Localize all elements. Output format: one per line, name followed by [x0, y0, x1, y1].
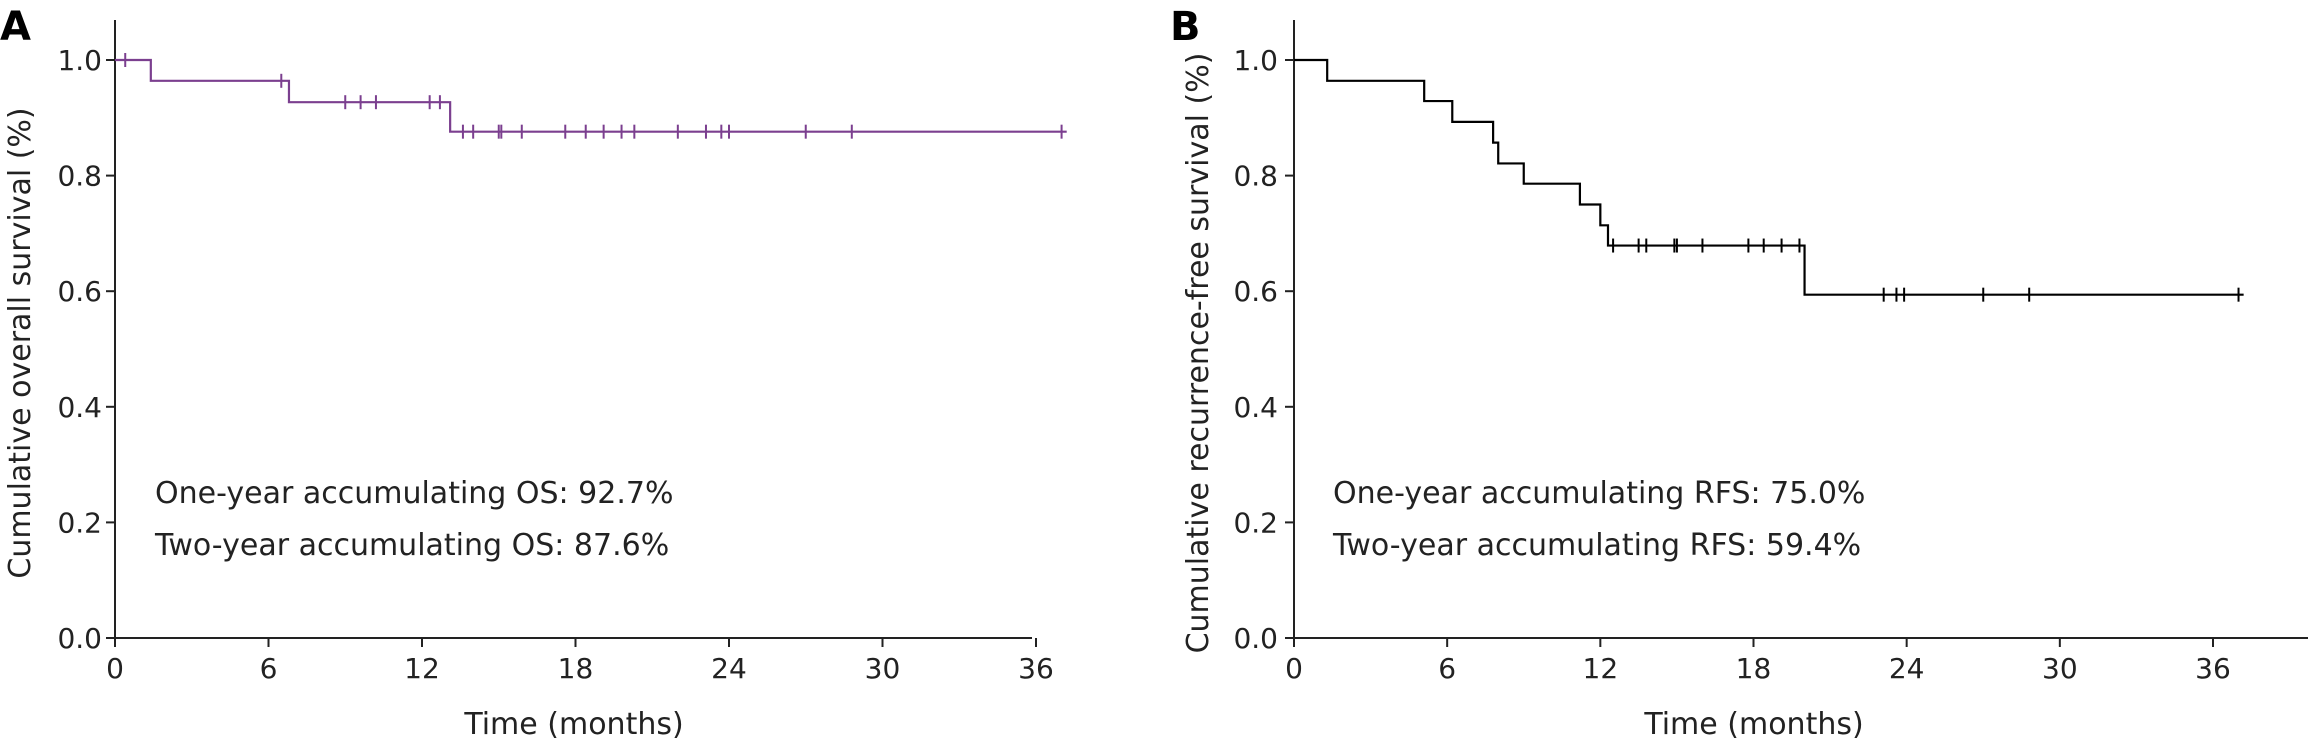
panel-a-survival-curve	[115, 58, 1067, 133]
panel-b-x-axis-title: Time (months)	[1643, 707, 1863, 742]
panel-b-annotation-one-year: One-year accumulating RFS: 75.0%	[1333, 476, 1865, 511]
panel-b-x-tick-label: 0	[1285, 652, 1303, 685]
panel-a-x-tick-label: 36	[1018, 652, 1054, 685]
panel-a-x-tick-label: 12	[404, 652, 440, 685]
panel-a-y-tick-label: 1.0	[57, 44, 102, 77]
panel-b-x-tick-label: 24	[1889, 652, 1925, 685]
panel-a-annotation-one-year: One-year accumulating OS: 92.7%	[155, 476, 673, 511]
panel-a-x-tick-label: 6	[260, 652, 278, 685]
panel-a-label: A	[0, 4, 31, 50]
panel-a-y-axis-title: Cumulative overall survival (%)	[3, 107, 38, 578]
panel-b-y-tick-label: 0.0	[1233, 622, 1278, 655]
panel-b-survival-curve	[1294, 58, 2244, 296]
panel-b-x-tick-label: 18	[1736, 652, 1772, 685]
panel-b-x-tick-label: 6	[1438, 652, 1456, 685]
panel-b-y-tick-label: 0.6	[1233, 275, 1278, 308]
panel-a-y-tick-label: 0.0	[57, 622, 102, 655]
panel-b-y-axis-title: Cumulative recurrence-free survival (%)	[1181, 53, 1216, 654]
panel-b-label: B	[1170, 4, 1201, 50]
panel-a-y-tick-label: 0.6	[57, 275, 102, 308]
panel-a-x-axis-title: Time (months)	[463, 707, 683, 742]
panel-a-x-tick-label: 0	[106, 652, 124, 685]
panel-b: B One-year accumulating RFS: 75.0% Two-y…	[1170, 4, 2308, 742]
panel-b-x-tick-label: 12	[1583, 652, 1619, 685]
panel-a-annotation-two-year: Two-year accumulating OS: 87.6%	[154, 528, 669, 563]
panel-b-y-tick-label: 0.2	[1233, 506, 1278, 539]
panel-b-y-tick-label: 1.0	[1233, 44, 1278, 77]
panel-a-x-tick-label: 24	[711, 652, 747, 685]
panel-a-y-tick-label: 0.2	[57, 506, 102, 539]
panel-b-y-tick-label: 0.4	[1233, 391, 1278, 424]
panel-a-x-tick-label: 30	[865, 652, 901, 685]
panel-b-x-tick-label: 36	[2195, 652, 2231, 685]
panel-a-y-tick-label: 0.4	[57, 391, 102, 424]
panel-a: A One-year accumulating OS: 92.7% Two-ye…	[0, 4, 1067, 742]
panel-b-y-tick-label: 0.8	[1233, 160, 1278, 193]
panel-b-annotation-two-year: Two-year accumulating RFS: 59.4%	[1332, 528, 1861, 563]
panel-b-x-tick-label: 30	[2042, 652, 2078, 685]
panel-a-x-tick-label: 18	[558, 652, 594, 685]
panel-a-y-tick-label: 0.8	[57, 160, 102, 193]
